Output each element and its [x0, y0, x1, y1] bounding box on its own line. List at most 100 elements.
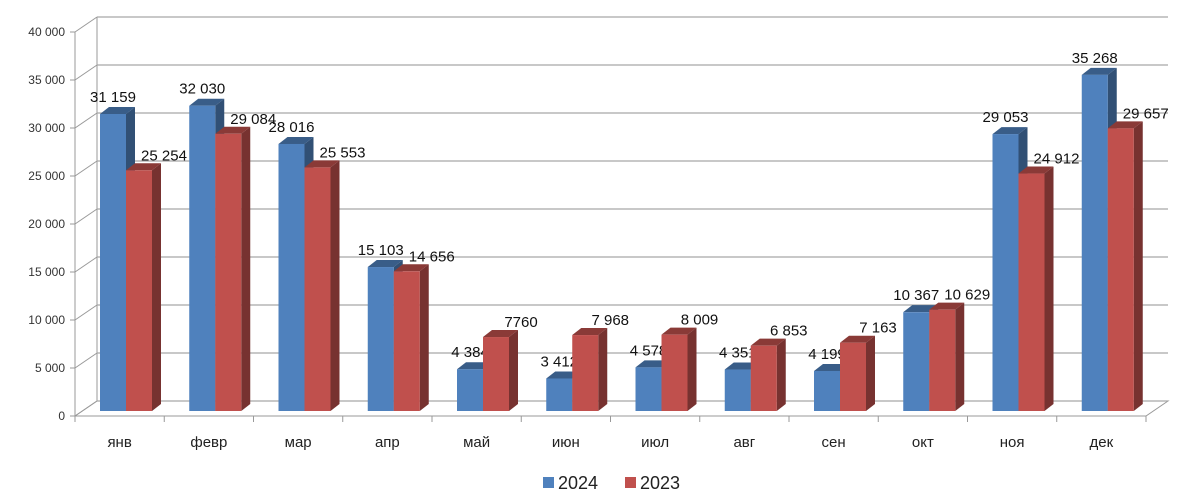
y-tick-label: 20 000 — [28, 217, 65, 231]
y-tick-label: 15 000 — [28, 265, 65, 279]
data-label: 14 656 — [409, 248, 455, 265]
side-gridline — [74, 64, 98, 81]
bar-top — [840, 335, 875, 343]
bar-2024-июл — [635, 367, 662, 411]
bar-2023-сен — [840, 342, 866, 411]
data-label: 4 199 — [808, 346, 846, 363]
data-label: 7760 — [504, 314, 537, 331]
data-label: 25 553 — [320, 144, 366, 161]
y-tick-label: 40 000 — [28, 25, 65, 39]
bar-2023-дек — [1107, 128, 1134, 411]
bar-top — [100, 107, 135, 114]
x-tick-label: июл — [641, 434, 669, 451]
bar-2024-апр — [367, 267, 394, 411]
data-label: 7 163 — [859, 320, 897, 337]
x-tick-label: апр — [375, 434, 400, 451]
data-label: 25 254 — [141, 147, 187, 164]
bar-2023-июл — [661, 334, 688, 411]
legend-label-2023: 2023 — [640, 473, 680, 493]
data-label: 29 053 — [983, 109, 1029, 126]
data-label: 10 629 — [944, 287, 990, 304]
side-gridline — [74, 352, 98, 369]
side-gridline — [74, 304, 98, 321]
data-label: 15 103 — [358, 242, 404, 259]
y-tick-label: 25 000 — [28, 169, 65, 183]
bar-top — [278, 136, 314, 144]
data-label: 4 351 — [719, 345, 757, 362]
bar-side — [1133, 121, 1143, 411]
bar-2023-янв — [126, 170, 152, 411]
x-tick-label: янв — [107, 434, 131, 451]
bar-2023-июн — [572, 335, 599, 411]
side-gridline — [74, 16, 98, 33]
legend-swatch-2024 — [543, 477, 554, 488]
data-label: 10 367 — [893, 287, 939, 304]
bar-side — [598, 328, 608, 411]
x-tick-label: дек — [1090, 434, 1114, 451]
data-label: 24 912 — [1034, 151, 1080, 168]
data-label: 32 030 — [179, 81, 225, 98]
bar-2024-февр — [189, 105, 216, 411]
bar-top — [572, 328, 608, 336]
bar-2023-февр — [215, 133, 242, 412]
side-gridline — [74, 256, 98, 273]
bar-2024-янв — [100, 114, 126, 411]
bar-2023-окт — [929, 309, 956, 411]
x-tick-label: мар — [285, 434, 312, 451]
bar-top — [929, 302, 965, 310]
legend-label-2024: 2024 — [558, 473, 598, 493]
data-label: 28 016 — [269, 119, 315, 136]
data-label: 6 853 — [770, 323, 808, 340]
bar-top — [215, 126, 251, 134]
bar-2024-ноя — [992, 134, 1019, 411]
x-tick-label: май — [463, 434, 490, 451]
data-label: 29 657 — [1123, 105, 1169, 122]
bar-side — [866, 335, 875, 411]
bar-2023-мар — [304, 167, 331, 411]
bar-2024-авг — [724, 369, 751, 411]
side-gridline — [74, 208, 98, 225]
bar-top — [304, 160, 340, 168]
data-label: 4 578 — [630, 342, 668, 359]
bar-2024-дек — [1081, 74, 1108, 411]
bar-top — [992, 127, 1028, 135]
bar-side — [687, 327, 697, 411]
side-gridline — [74, 400, 98, 417]
bar-2024-мар — [278, 143, 305, 411]
data-label: 4 384 — [451, 344, 489, 361]
bar-side — [419, 264, 429, 411]
bar-2023-май — [483, 337, 509, 411]
bar-side — [330, 160, 340, 411]
data-label: 35 268 — [1072, 50, 1118, 67]
bar-top — [393, 264, 429, 272]
bar-top — [189, 98, 225, 106]
data-label: 29 084 — [230, 111, 276, 128]
data-label: 7 968 — [591, 312, 629, 329]
x-tick-label: февр — [190, 434, 227, 451]
y-tick-label: 35 000 — [28, 73, 65, 87]
bar-2024-июн — [546, 378, 573, 411]
y-tick-label: 10 000 — [28, 313, 65, 327]
bar-top — [126, 163, 161, 171]
x-tick-label: окт — [912, 434, 934, 451]
y-tick-label: 5 000 — [35, 361, 65, 375]
data-label: 3 412 — [540, 353, 578, 370]
bar-side — [955, 302, 965, 411]
bar-top — [750, 338, 786, 346]
side-gridline — [74, 112, 98, 129]
bar-2023-авг — [750, 345, 777, 411]
bar-2023-ноя — [1018, 173, 1045, 411]
bar-side — [509, 330, 518, 411]
bar-side — [776, 338, 786, 411]
bar-top — [661, 327, 697, 335]
bar-top — [1107, 121, 1143, 129]
bar-top — [483, 330, 518, 338]
y-tick-label: 0 — [58, 409, 65, 423]
x-tick-label: сен — [822, 434, 846, 451]
bar-side — [1044, 166, 1054, 411]
bar-side — [241, 126, 251, 412]
x-tick-label: июн — [552, 434, 580, 451]
bar-top — [367, 260, 403, 268]
legend-swatch-2023 — [625, 477, 636, 488]
